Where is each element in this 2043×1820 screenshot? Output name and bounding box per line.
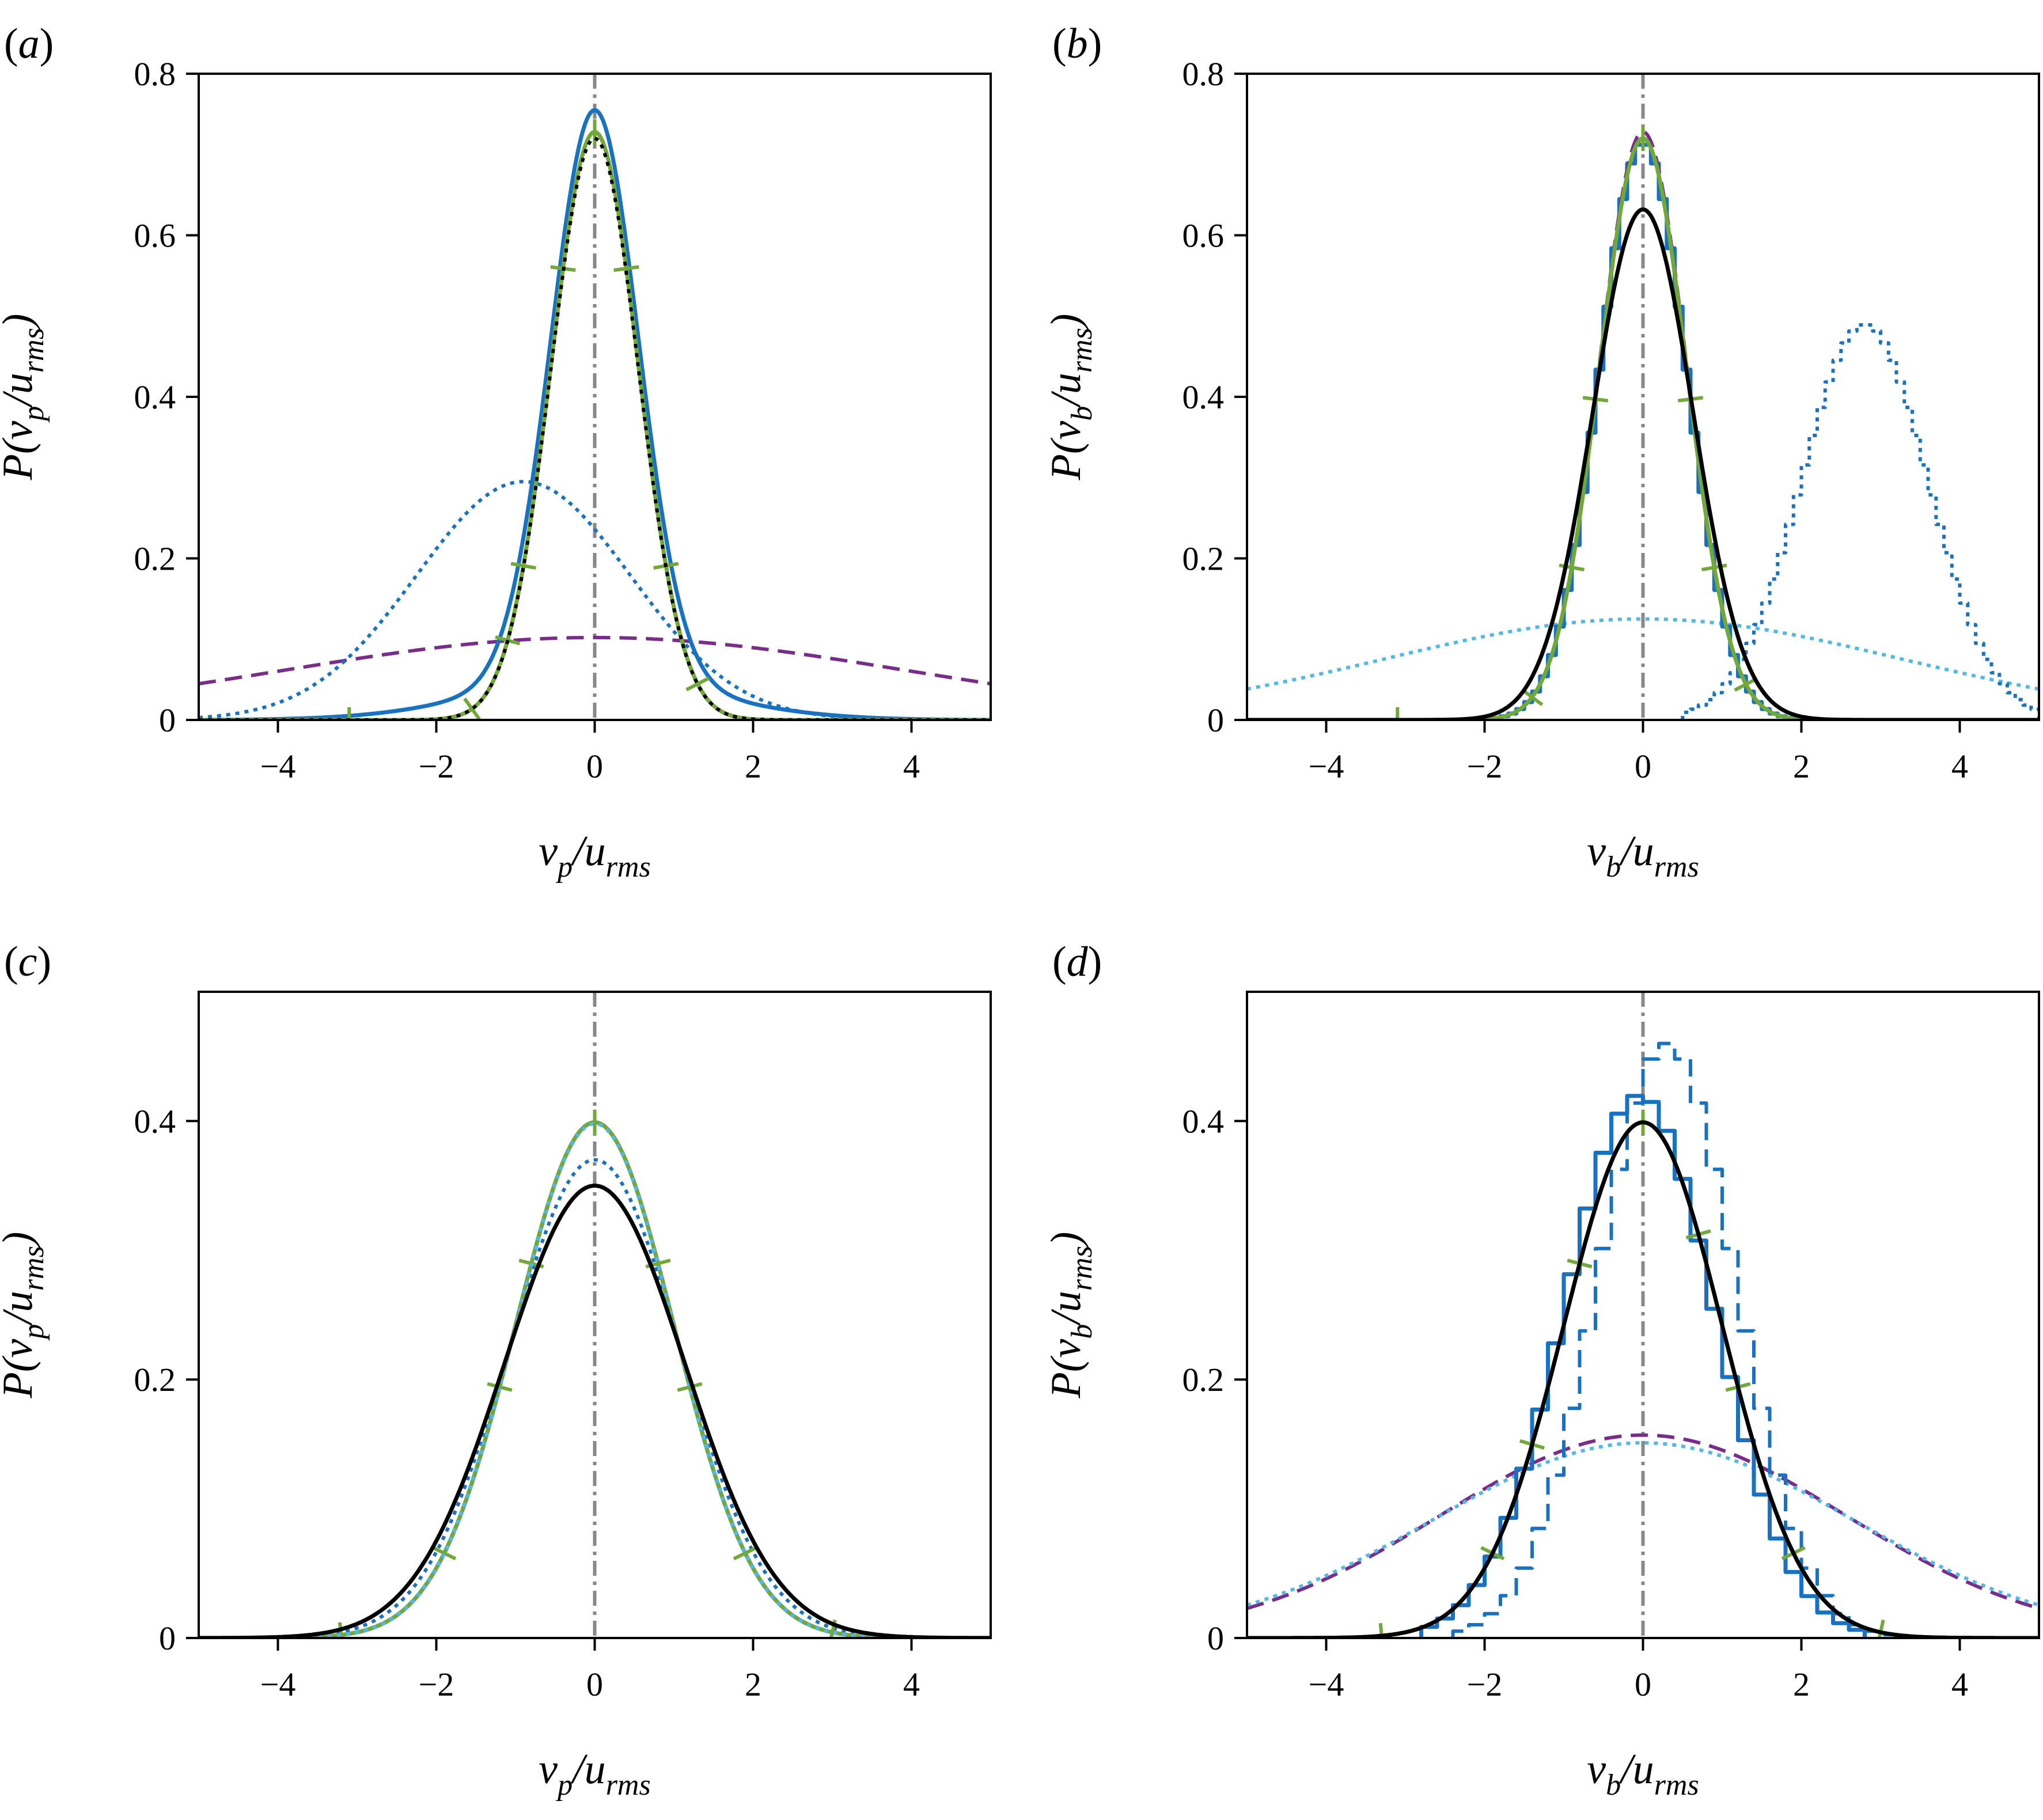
x-tick-label: 4: [903, 748, 920, 785]
panel-label: (c): [4, 938, 51, 985]
x-tick-label: 2: [1793, 1666, 1810, 1703]
marker-tick: [432, 1546, 457, 1561]
series-blue-dotted: [199, 1158, 991, 1638]
series-gauss-wide-purple-dashed: [199, 635, 991, 686]
y-tick-label: 0: [1207, 1620, 1224, 1657]
series-hist-shifted-blue-dotted: [1681, 323, 2039, 720]
panel-d: (d) −4 −2 0 2 4 0 0.2 0.4 vb/urms P(vb/urms): [1043, 938, 2040, 1802]
x-tick-label: 4: [1951, 1666, 1968, 1703]
plot-area: [1247, 74, 2039, 720]
marker-tick: [510, 562, 536, 570]
series-blue-solid: [199, 1120, 991, 1638]
x-tick-label: −2: [1467, 1666, 1503, 1703]
y-tick-label: 0.4: [1182, 1102, 1225, 1140]
y-tick-label: 0.2: [134, 540, 176, 578]
marker-tick: [1521, 688, 1544, 707]
panel-a: (a) −4 −2 0 2 4 0 0.2 0.4 0.6 0.8 vp/urms P(vp/urms): [0, 20, 992, 884]
y-tick-label: 0.6: [134, 217, 176, 255]
marker-tick: [1701, 563, 1727, 572]
plot-area: [199, 74, 991, 720]
series-lightblue-dotted: [199, 1121, 991, 1638]
marker-tick: [677, 1382, 703, 1392]
x-tick-label: 2: [745, 748, 761, 785]
marker-tick: [685, 676, 710, 692]
x-tick-label: 0: [586, 1666, 603, 1703]
marker-tick: [613, 265, 639, 272]
x-axis-label: vp/urms: [539, 1746, 650, 1802]
x-tick-label: 0: [1635, 1666, 1651, 1703]
x-tick-label: 4: [1951, 748, 1968, 785]
y-axis-label: P(vb/urms): [1043, 314, 1098, 481]
series-green-marked: [199, 1120, 991, 1638]
series-lightblue-dotted-wide: [1247, 1441, 2039, 1607]
series-purple-dashed-wide: [1247, 1433, 2039, 1610]
x-tick-label: 2: [745, 1666, 761, 1703]
x-tick-label: −4: [1309, 1666, 1344, 1703]
panel-c: (c) −4 −2 0 2 4 0 0.2 0.4 vp/urms P(vp/urms): [0, 938, 992, 1802]
panel-label: (b): [1052, 20, 1102, 67]
marker-tick: [487, 1382, 513, 1392]
marker-tick: [338, 1622, 344, 1638]
y-axis-label: P(vp/urms): [0, 1232, 50, 1399]
y-axis-label: P(vb/urms): [1043, 1232, 1098, 1399]
x-tick-label: −4: [1309, 748, 1344, 785]
x-tick-label: 0: [586, 748, 603, 785]
x-axis-label: vb/urms: [1587, 828, 1699, 884]
panel-label: (a): [4, 20, 54, 67]
series-blue-solid-tailed: [199, 108, 991, 720]
y-tick-label: 0.4: [1182, 378, 1225, 416]
y-axis-label: P(vp/urms): [0, 314, 50, 481]
x-tick-label: −4: [260, 748, 296, 785]
y-tick-label: 0.2: [134, 1361, 176, 1398]
marker-tick: [733, 1546, 757, 1561]
x-tick-label: −2: [419, 748, 454, 785]
marker-tick: [1734, 677, 1758, 692]
plot-area: [1247, 992, 2039, 1638]
x-tick-label: −2: [1467, 748, 1503, 785]
y-tick-label: 0.2: [1182, 540, 1225, 578]
y-tick-label: 0.4: [134, 1102, 176, 1140]
x-tick-label: −4: [260, 1666, 296, 1703]
series-black-solid: [199, 1184, 991, 1638]
y-tick-label: 0: [159, 1620, 176, 1657]
y-tick-label: 0.4: [134, 378, 176, 416]
x-tick-label: 0: [1635, 748, 1651, 785]
series-black-solid: [1247, 1120, 2039, 1638]
x-tick-label: 4: [903, 1666, 920, 1703]
x-tick-label: 2: [1793, 748, 1810, 785]
x-axis-label: vb/urms: [1587, 1746, 1699, 1802]
panel-label: (d): [1052, 938, 1102, 985]
y-tick-label: 0: [1207, 702, 1224, 739]
panel-b: (b) −4 −2 0 2 4 0 0.2 0.4 0.6 0.8 vb/urms P(vb/urms): [1043, 20, 2040, 884]
marker-tick: [1559, 563, 1585, 572]
series-hist-blue-dashed: [1451, 1041, 1898, 1638]
x-tick-label: −2: [419, 1666, 454, 1703]
marker-tick: [463, 697, 481, 720]
y-tick-label: 0: [159, 702, 176, 739]
x-axis-label: vp/urms: [539, 828, 650, 884]
y-tick-label: 0.2: [1182, 1361, 1225, 1398]
plot-area: [199, 992, 991, 1638]
series-black-solid: [1247, 207, 2039, 720]
y-tick-label: 0.8: [134, 55, 176, 93]
y-tick-label: 0.6: [1182, 217, 1225, 255]
y-tick-label: 0.8: [1182, 55, 1225, 93]
